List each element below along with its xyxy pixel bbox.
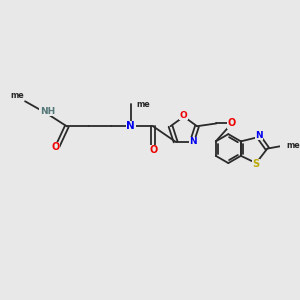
Text: N: N	[190, 137, 197, 146]
Text: me: me	[287, 141, 300, 150]
Text: O: O	[228, 118, 236, 128]
Text: O: O	[180, 111, 188, 120]
Text: S: S	[253, 160, 260, 170]
Text: O: O	[149, 145, 157, 155]
Text: O: O	[52, 142, 60, 152]
Text: N: N	[127, 121, 135, 131]
Text: N: N	[255, 131, 263, 140]
Text: me: me	[10, 91, 24, 100]
Text: me: me	[136, 100, 150, 109]
Text: NH: NH	[40, 106, 55, 116]
